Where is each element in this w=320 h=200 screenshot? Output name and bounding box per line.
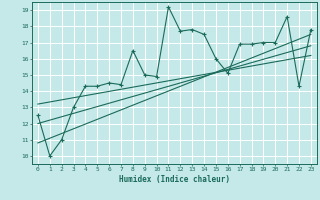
X-axis label: Humidex (Indice chaleur): Humidex (Indice chaleur) (119, 175, 230, 184)
